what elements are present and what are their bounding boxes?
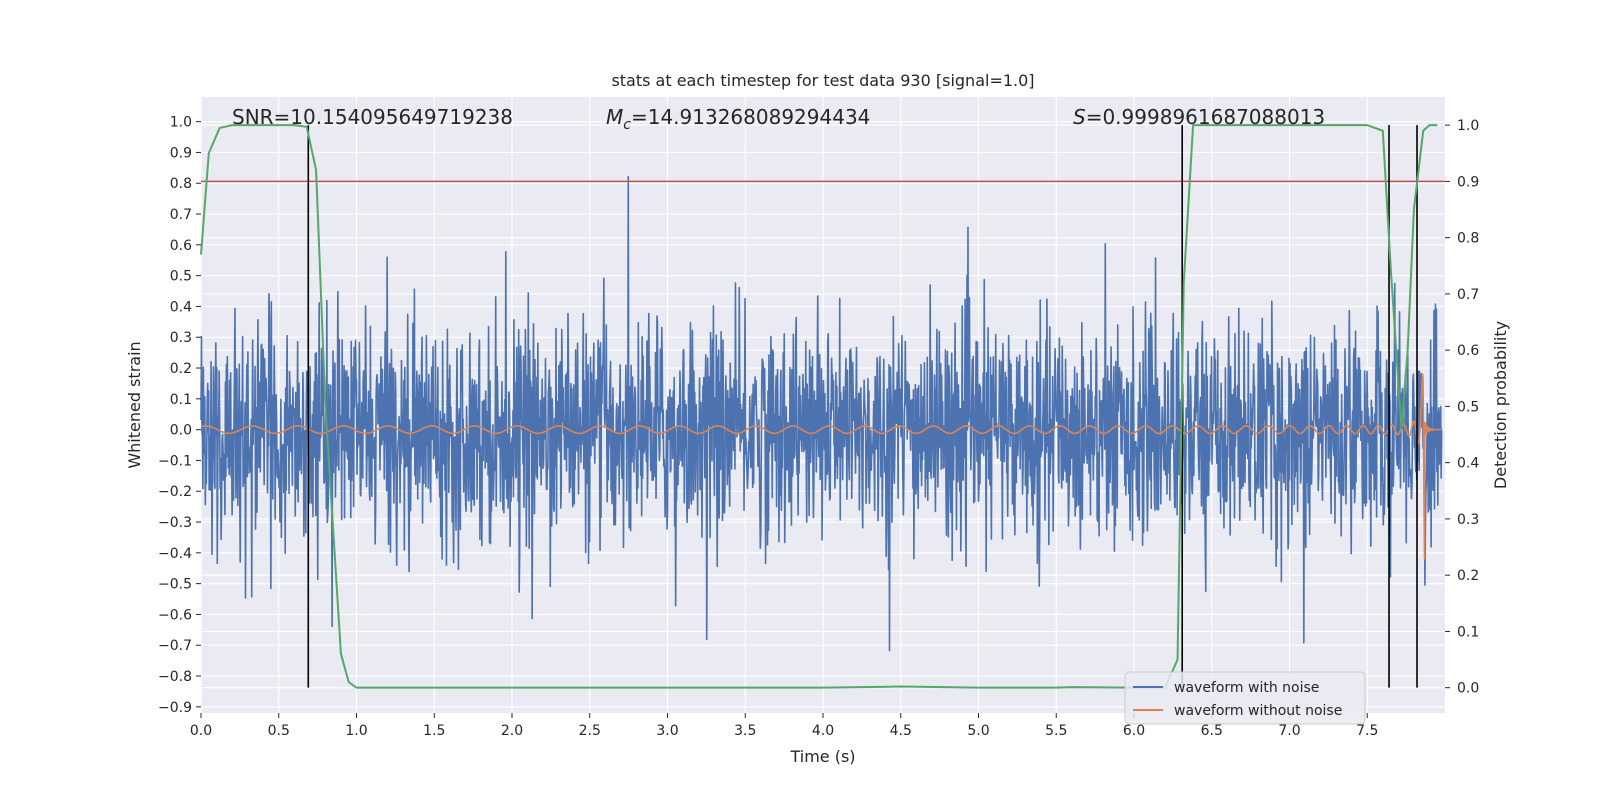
x-tick-label: 2.5 bbox=[579, 723, 601, 739]
x-tick-label: 3.0 bbox=[656, 723, 678, 739]
y-tick-label: −0.7 bbox=[158, 638, 192, 654]
y2-tick-label: 0.3 bbox=[1457, 512, 1479, 528]
x-tick-label: 7.5 bbox=[1356, 723, 1378, 739]
mc-symbol: M bbox=[606, 105, 623, 129]
legend-label-noise: waveform with noise bbox=[1174, 680, 1319, 696]
x-tick-label: 4.0 bbox=[812, 723, 834, 739]
y2-tick-label: 0.4 bbox=[1457, 456, 1479, 472]
score-annotation: S=0.9998961687088013 bbox=[1073, 105, 1325, 129]
y-tick-label: −0.6 bbox=[158, 607, 192, 623]
y-tick-label: 0.0 bbox=[170, 423, 192, 439]
legend: waveform with noise waveform without noi… bbox=[1124, 671, 1366, 725]
legend-label-clean: waveform without noise bbox=[1174, 703, 1342, 719]
y-tick-label: 1.0 bbox=[170, 115, 192, 131]
series-waveform-without-noise bbox=[200, 373, 1443, 560]
axis-ticks: 0.0 0.5 1.0 1.5 2.0 2.5 3.0 3.5 4.0 4.5 5.0 5.5 6.0 6… bbox=[158, 115, 1479, 739]
y2-tick-label: 0.2 bbox=[1457, 568, 1479, 584]
series-waveform-with-noise bbox=[200, 175, 1443, 652]
x-tick-label: 2.0 bbox=[501, 723, 523, 739]
x-tick-label: 7.0 bbox=[1278, 723, 1300, 739]
x-tick-label: 3.5 bbox=[734, 723, 756, 739]
y-tick-label: 0.9 bbox=[170, 145, 192, 161]
noise-trace bbox=[200, 175, 1443, 652]
y2-tick-label: 0.5 bbox=[1457, 399, 1479, 415]
y-tick-label: 0.5 bbox=[170, 269, 192, 285]
mc-subscript: c bbox=[623, 117, 631, 133]
y-tick-label: −0.8 bbox=[158, 669, 192, 685]
y2-tick-label: 0.1 bbox=[1457, 624, 1479, 640]
y-tick-label: −0.5 bbox=[158, 577, 192, 593]
y2-tick-label: 0.0 bbox=[1457, 681, 1479, 697]
chirp-mass-annotation: Mc=14.913268089294434 bbox=[606, 105, 870, 133]
x-tick-label: 1.5 bbox=[423, 723, 445, 739]
y2-axis-label: Detection probability bbox=[1491, 321, 1510, 489]
y2-tick-label: 0.9 bbox=[1457, 174, 1479, 190]
y-tick-label: 0.2 bbox=[170, 361, 192, 377]
y-tick-label: 0.1 bbox=[170, 392, 192, 408]
mc-value: =14.913268089294434 bbox=[631, 105, 870, 129]
probability-trace bbox=[200, 124, 1438, 689]
x-tick-label: 5.5 bbox=[1045, 723, 1067, 739]
y2-tick-label: 1.0 bbox=[1457, 118, 1479, 134]
chart-title: stats at each timestep for test data 930… bbox=[611, 71, 1034, 90]
y-tick-label: 0.4 bbox=[170, 299, 192, 315]
clean-trace bbox=[200, 373, 1443, 560]
x-tick-label: 0.5 bbox=[268, 723, 290, 739]
s-value: =0.9998961687088013 bbox=[1086, 105, 1325, 129]
x-tick-label: 6.0 bbox=[1123, 723, 1145, 739]
y-tick-label: 0.7 bbox=[170, 207, 192, 223]
y-tick-label: 0.3 bbox=[170, 330, 192, 346]
x-tick-label: 6.5 bbox=[1201, 723, 1223, 739]
snr-annotation: SNR=10.154095649719238 bbox=[232, 105, 513, 129]
y-axis-label: Whitened strain bbox=[125, 341, 144, 468]
y-tick-label: −0.2 bbox=[158, 484, 192, 500]
y-tick-label: −0.9 bbox=[158, 700, 192, 716]
x-tick-label: 5.0 bbox=[967, 723, 989, 739]
series-detection-probability bbox=[200, 124, 1438, 689]
y-tick-label: −0.4 bbox=[158, 546, 192, 562]
x-axis-label: Time (s) bbox=[789, 747, 855, 766]
y-tick-label: −0.1 bbox=[158, 453, 192, 469]
y2-tick-label: 0.6 bbox=[1457, 343, 1479, 359]
s-symbol: S bbox=[1073, 105, 1086, 129]
y-tick-label: 0.8 bbox=[170, 176, 192, 192]
y-tick-label: −0.3 bbox=[158, 515, 192, 531]
x-tick-label: 0.0 bbox=[190, 723, 212, 739]
y2-tick-label: 0.8 bbox=[1457, 231, 1479, 247]
x-tick-label: 1.0 bbox=[345, 723, 367, 739]
legend-box bbox=[1124, 671, 1366, 725]
x-tick-label: 4.5 bbox=[890, 723, 912, 739]
y-tick-label: 0.6 bbox=[170, 238, 192, 254]
y2-tick-label: 0.7 bbox=[1457, 287, 1479, 303]
